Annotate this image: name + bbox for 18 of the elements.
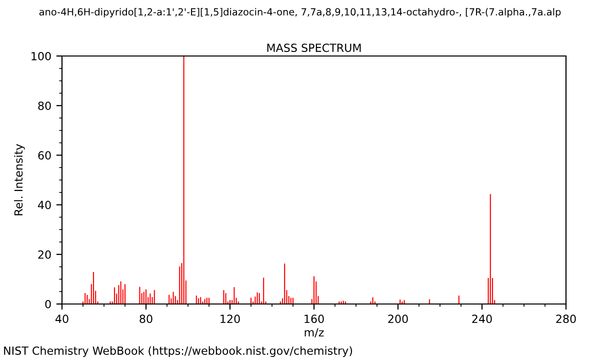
chart-title: ano-4H,6H-dipyrido[1,2-a:1',2'-E][1,5]diazocin-4-one, 7,7a,8,9,10,11,13,14-octahydro-, [7R-(7.alpha.,7a.alp xyxy=(39,8,561,18)
x-axis-title: m/z xyxy=(304,328,324,338)
text: NIST Chemistry WebBook (https://webbook.nist.gov/chemistry) xyxy=(4,346,352,357)
y-tick-label: 60 xyxy=(38,151,51,160)
x-tick-label: 200 xyxy=(388,314,408,324)
x-tick-label: 120 xyxy=(220,314,240,324)
y-tick-label: 100 xyxy=(32,52,51,60)
y-tick-label: 20 xyxy=(38,250,51,259)
x-tick-label: 40 xyxy=(55,314,68,324)
x-tick-label: 240 xyxy=(472,314,492,324)
x-tick-label: 280 xyxy=(556,314,576,324)
y-tick-label: 40 xyxy=(38,200,51,210)
y-axis-title: Rel. Intensity xyxy=(14,144,25,216)
x-tick-label: 80 xyxy=(140,314,152,324)
y-tick-label: 0 xyxy=(45,300,51,308)
chart-subtitle: MASS SPECTRUM xyxy=(267,44,361,52)
x-tick-label: 160 xyxy=(304,314,324,324)
y-tick-label: 80 xyxy=(38,102,51,110)
